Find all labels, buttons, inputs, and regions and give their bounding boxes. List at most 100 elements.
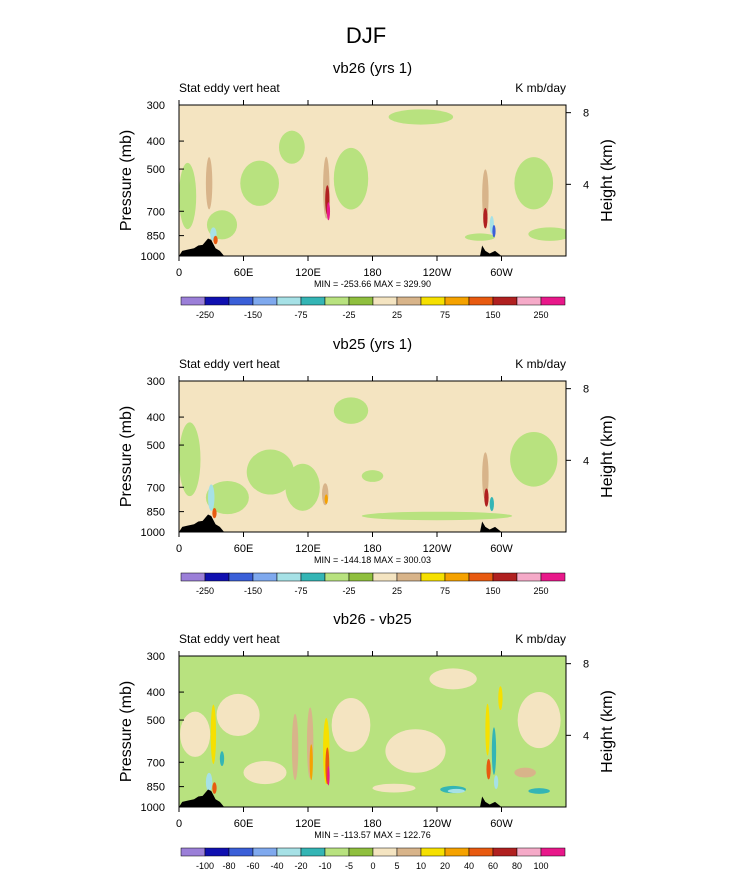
y-tick-label: 850 — [147, 782, 165, 794]
colorbar-box — [324, 572, 350, 582]
colorbar-box — [228, 572, 254, 582]
colorbar-label: -75 — [294, 586, 307, 596]
field-background — [179, 105, 566, 256]
field-feature — [482, 169, 489, 223]
colorbar-box — [300, 847, 326, 857]
figure-title: DJF — [346, 23, 386, 48]
colorbar-label: 40 — [464, 861, 474, 871]
topography-mask — [480, 521, 502, 532]
panel-title: vb25 (yrs 1) — [333, 336, 412, 353]
y-axis-label: Pressure (mb) — [118, 406, 135, 507]
colorbar-box — [468, 572, 494, 582]
x-tick-label: 180 — [363, 818, 381, 830]
colorbar-box — [324, 847, 350, 857]
y-tick-label: 500 — [147, 440, 165, 452]
field-feature — [285, 463, 320, 511]
left-label: Stat eddy vert heat — [179, 632, 280, 646]
colorbar-label: 10 — [416, 861, 426, 871]
colorbar-box — [372, 847, 398, 857]
colorbar-label: 250 — [533, 586, 548, 596]
y-right-tick-label: 8 — [583, 384, 589, 396]
colorbar-box — [420, 847, 446, 857]
colorbar-label: -20 — [294, 861, 307, 871]
y-right-tick-label: 4 — [583, 455, 589, 467]
left-label: Stat eddy vert heat — [179, 357, 280, 371]
x-tick-label: 0 — [176, 543, 182, 555]
y-right-tick-label: 8 — [583, 659, 589, 671]
colorbar-box — [276, 296, 302, 306]
field-feature — [464, 233, 496, 241]
field-feature — [180, 711, 211, 757]
field-feature — [333, 147, 369, 210]
y-tick-label: 400 — [147, 687, 165, 699]
colorbar-label: 150 — [485, 586, 500, 596]
y-right-axis-label: Height (km) — [599, 139, 616, 222]
x-tick-label: 180 — [363, 543, 381, 555]
y-tick-label: 1000 — [141, 251, 165, 263]
field-feature — [361, 511, 513, 521]
colorbar-label: 75 — [440, 586, 450, 596]
x-tick-label: 120E — [295, 267, 321, 279]
colorbar-label: -100 — [196, 861, 214, 871]
colorbar-label: -60 — [246, 861, 259, 871]
colorbar-box — [204, 296, 230, 306]
field-feature — [485, 703, 490, 756]
x-tick-label: 60W — [490, 267, 513, 279]
x-tick-label: 0 — [176, 818, 182, 830]
x-tick-label: 120W — [423, 267, 452, 279]
field-feature — [528, 227, 566, 241]
field-feature — [498, 686, 503, 711]
colorbar-box — [252, 296, 278, 306]
field-feature — [510, 431, 558, 487]
colorbar-box — [204, 847, 230, 857]
colorbar-box — [516, 296, 542, 306]
y-tick-label: 700 — [147, 206, 165, 218]
colorbar-box — [372, 572, 398, 582]
colorbar-box — [468, 847, 494, 857]
colorbar-box — [540, 572, 566, 582]
field-feature — [324, 494, 328, 505]
colorbar-label: 250 — [533, 310, 548, 320]
colorbar-box — [348, 296, 374, 306]
field-feature — [514, 157, 554, 210]
colorbar-label: 20 — [440, 861, 450, 871]
topography-mask — [179, 514, 225, 532]
field-feature — [205, 157, 213, 210]
colorbar-box — [516, 847, 542, 857]
y-tick-label: 500 — [147, 164, 165, 176]
field-feature — [486, 759, 491, 780]
y-tick-label: 400 — [147, 136, 165, 148]
colorbar-box — [540, 296, 566, 306]
x-tick-label: 120E — [295, 818, 321, 830]
panel-title: vb26 - vb25 — [333, 611, 411, 628]
right-label: K mb/day — [515, 357, 566, 371]
colorbar-label: -80 — [222, 861, 235, 871]
colorbar-label: 25 — [392, 310, 402, 320]
colorbar-label: -250 — [196, 310, 214, 320]
colorbar-label: -250 — [196, 586, 214, 596]
chart-panel-1: vb26 (yrs 1) Stat eddy vert heat K mb/day 3… — [118, 60, 616, 320]
y-tick-label: 700 — [147, 757, 165, 769]
colorbar-label: -25 — [342, 310, 355, 320]
colorbar-label: -150 — [244, 586, 262, 596]
y-tick-label: 850 — [147, 507, 165, 519]
field-feature — [179, 162, 197, 230]
field-feature — [246, 449, 295, 495]
field-feature — [212, 782, 217, 794]
colorbar-box — [348, 847, 374, 857]
x-tick-label: 60E — [234, 818, 254, 830]
x-tick-label: 0 — [176, 267, 182, 279]
field-feature — [179, 422, 201, 497]
field-feature — [278, 130, 305, 164]
colorbar-label: 150 — [485, 310, 500, 320]
y-tick-label: 300 — [147, 376, 165, 388]
y-right-tick-label: 8 — [583, 108, 589, 120]
colorbar: -100 -80 -60 -40 -20 -10 -5 0 5 10 20 40 60 80 100 — [180, 847, 566, 871]
y-right-tick-label: 4 — [583, 179, 589, 191]
colorbar-box — [444, 847, 470, 857]
field-feature — [212, 507, 217, 519]
colorbar-label: -25 — [342, 586, 355, 596]
colorbar-box — [252, 572, 278, 582]
y-axis-label: Pressure (mb) — [118, 681, 135, 782]
y-tick-label: 850 — [147, 231, 165, 243]
